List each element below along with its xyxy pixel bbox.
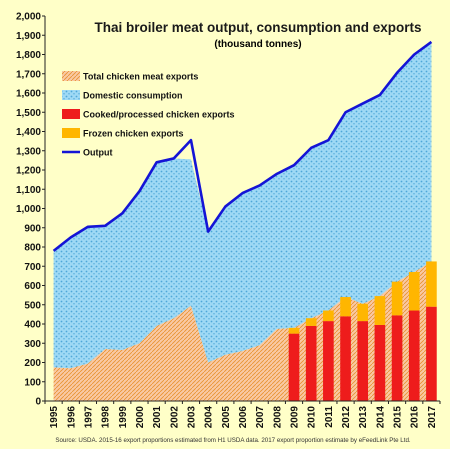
x-tick-label: 2012: [341, 406, 352, 429]
y-tick-label: 1,800: [16, 50, 41, 61]
chart-subtitle: (thousand tonnes): [214, 39, 301, 50]
legend-swatch-domestic: [62, 90, 80, 100]
y-tick-label: 300: [24, 339, 41, 350]
line-output: [52, 40, 433, 252]
y-tick-label: 1,700: [16, 69, 41, 80]
x-tick-label: 2015: [393, 406, 404, 429]
x-tick-label: 2013: [358, 406, 369, 429]
legend-label-frozen: Frozen chicken exports: [83, 129, 184, 139]
x-tick-label: 2014: [375, 406, 386, 429]
bar-cooked-2017: [426, 306, 437, 401]
y-tick-label: 800: [24, 243, 41, 254]
x-tick-label: 2006: [238, 406, 249, 429]
area-total-chicken-meat-exports: [53, 261, 432, 401]
legend-swatch-cooked: [62, 109, 80, 119]
bar-cooked-2013: [357, 321, 369, 401]
bar-frozen-2014: [374, 296, 386, 325]
x-tick-label: 2008: [272, 406, 283, 429]
x-tick-label: 2000: [135, 406, 146, 429]
x-tick-label: 2009: [290, 406, 301, 429]
legend: Total chicken meat exports Domestic consu…: [62, 71, 235, 158]
x-tick-label: 2007: [255, 406, 266, 429]
bar-frozen-2009: [288, 327, 300, 334]
bar-cooked-2015: [391, 315, 403, 401]
y-tick-label: 900: [24, 223, 41, 234]
x-tick-label: 1998: [101, 406, 112, 429]
legend-label-cooked: Cooked/processed chicken exports: [83, 110, 235, 120]
legend-label-output: Output: [83, 148, 113, 158]
legend-label-domestic: Domestic consumption: [83, 91, 183, 101]
x-tick-label: 2011: [324, 406, 335, 428]
bar-cooked-2009: [288, 333, 300, 401]
bar-frozen-2015: [391, 281, 403, 316]
y-tick-label: 1,500: [16, 108, 41, 119]
chart-title: Thai broiler meat output, consumption an…: [94, 20, 421, 35]
y-tick-label: 1,100: [16, 185, 41, 196]
legend-swatch-frozen: [62, 128, 80, 138]
bar-cooked-2011: [323, 321, 334, 401]
x-tick-label: 2016: [410, 406, 421, 429]
y-tick-label: 0: [35, 397, 41, 408]
x-tick-label: 1995: [49, 406, 60, 429]
x-axis: 1995 1996 1997 1998 1999 2000 2001 2002 2003 2004…: [44, 400, 441, 429]
bar-cooked-2014: [374, 324, 386, 401]
y-tick-label: 500: [24, 300, 41, 311]
x-tick-label: 2005: [221, 406, 232, 429]
bar-frozen-2012: [340, 297, 351, 317]
x-tick-label: 2002: [169, 406, 180, 429]
x-tick-label: 1999: [118, 406, 129, 429]
legend-label-total_exports: Total chicken meat exports: [83, 72, 198, 82]
bar-frozen-2013: [357, 303, 369, 322]
x-tick-label: 2003: [186, 406, 197, 429]
bar-frozen-2017: [426, 261, 437, 307]
x-tick-label: 2010: [307, 406, 318, 429]
y-tick-label: 1,000: [16, 204, 41, 215]
y-tick-label: 700: [24, 262, 41, 273]
bar-frozen-2010: [305, 318, 317, 326]
bar-frozen-2016: [408, 272, 420, 311]
area-domestic-consumption: [53, 41, 432, 369]
y-axis: 0 100 200 300 400 500 600 700 800 900 1,000 1,100 1,…: [16, 12, 46, 408]
y-tick-label: 1,600: [16, 89, 41, 100]
y-tick-label: 2,000: [16, 12, 41, 23]
x-tick-label: 2017: [427, 406, 438, 429]
bar-cooked-2012: [340, 316, 351, 401]
source-note: Source: USDA. 2015-16 export proportions…: [55, 437, 411, 444]
plot-area: [52, 40, 437, 401]
bar-cooked-2016: [408, 310, 420, 401]
y-tick-label: 1,200: [16, 166, 41, 177]
x-tick-label: 2004: [204, 406, 215, 429]
legend-swatch-total_exports: [62, 71, 80, 81]
y-tick-label: 1,900: [16, 31, 41, 42]
bar-frozen-2011: [323, 310, 334, 322]
x-tick-label: 1996: [66, 406, 77, 429]
y-tick-label: 1,300: [16, 146, 41, 157]
y-tick-label: 400: [24, 320, 41, 331]
bar-cooked-2010: [305, 325, 317, 401]
y-tick-label: 200: [24, 358, 41, 369]
y-tick-label: 1,400: [16, 127, 41, 138]
y-tick-label: 600: [24, 281, 41, 292]
x-tick-label: 1997: [83, 406, 94, 429]
y-tick-label: 100: [24, 377, 41, 388]
x-tick-label: 2001: [152, 406, 163, 429]
